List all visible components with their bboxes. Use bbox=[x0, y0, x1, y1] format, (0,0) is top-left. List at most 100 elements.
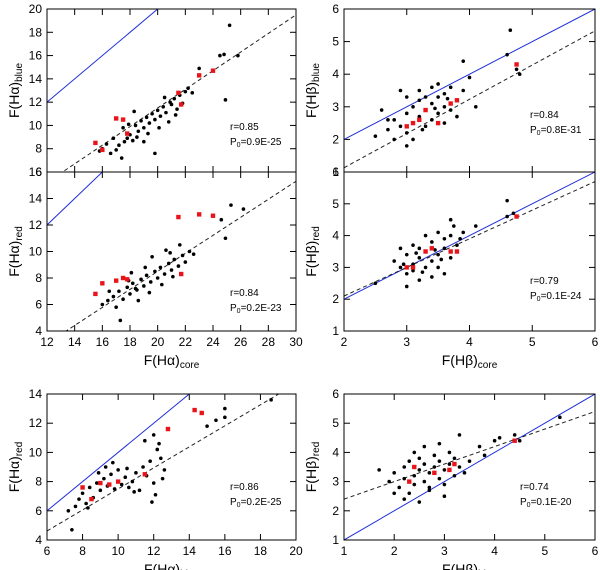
y-tick-label-f: 6 bbox=[332, 387, 339, 401]
data-point-c bbox=[129, 270, 134, 275]
data-point-f bbox=[442, 494, 447, 499]
y-tick-label-e: 4 bbox=[35, 533, 42, 547]
data-point-e bbox=[123, 475, 128, 480]
r-value-c: r=0.84 bbox=[230, 288, 259, 299]
data-point-e bbox=[112, 487, 117, 491]
data-point-a bbox=[130, 138, 135, 143]
data-point-d bbox=[436, 265, 440, 270]
red-point-f bbox=[407, 479, 412, 484]
data-point-b bbox=[398, 124, 403, 129]
data-point-b bbox=[430, 118, 434, 122]
y-tick-label-d: 4 bbox=[332, 229, 339, 243]
data-point-a bbox=[111, 136, 116, 141]
red-point-e bbox=[80, 485, 85, 490]
panel-f: 1 2 3 4 5 6 1 2 3 4 5 6 r=0.74 P0=0.1E-20 F(Hβ)red F(Hβ… bbox=[303, 387, 599, 570]
data-point-c bbox=[187, 249, 192, 254]
data-point-f bbox=[467, 459, 472, 463]
red-point-f bbox=[447, 467, 452, 473]
data-point-f bbox=[417, 468, 422, 472]
data-point-f bbox=[422, 444, 427, 449]
data-point-a bbox=[133, 123, 138, 128]
y-tick-label-b: 2 bbox=[332, 132, 339, 146]
red-point-d bbox=[423, 249, 428, 254]
p-value-e: P0=0.2E-25 bbox=[230, 497, 282, 509]
data-point-c bbox=[155, 276, 160, 280]
data-point-e bbox=[155, 447, 160, 452]
data-point-f bbox=[402, 497, 407, 501]
data-point-c bbox=[100, 302, 105, 307]
data-point-d bbox=[433, 248, 437, 252]
y-tick-label-a: 20 bbox=[29, 2, 43, 16]
data-point-b bbox=[442, 121, 447, 125]
x-tick-label-c: 30 bbox=[289, 335, 303, 349]
x-tick-label-e: 16 bbox=[218, 544, 232, 558]
y-tick-label-a: 14 bbox=[29, 72, 43, 86]
data-point-a bbox=[104, 142, 109, 146]
data-point-c bbox=[125, 285, 130, 290]
data-point-f bbox=[402, 476, 407, 481]
data-point-c bbox=[148, 280, 153, 284]
data-point-f bbox=[457, 433, 462, 437]
data-point-c bbox=[144, 273, 149, 278]
red-point-b bbox=[435, 120, 441, 126]
data-point-c bbox=[223, 236, 228, 241]
data-point-e bbox=[151, 481, 156, 485]
data-point-a bbox=[236, 53, 240, 58]
data-point-f bbox=[492, 438, 497, 443]
y-tick-label-e: 8 bbox=[35, 475, 42, 489]
data-point-f bbox=[377, 468, 381, 472]
plot-frame-c bbox=[46, 171, 297, 332]
data-point-b bbox=[436, 95, 440, 99]
data-point-e bbox=[151, 433, 156, 437]
data-point-b bbox=[442, 105, 447, 109]
red-point-f bbox=[452, 461, 457, 467]
y-tick-label-c: 6 bbox=[35, 298, 42, 312]
data-point-b bbox=[433, 106, 437, 111]
x-tick-label-c: 24 bbox=[206, 335, 220, 349]
plot-frame-d bbox=[343, 171, 596, 332]
x-tick-label-c: 18 bbox=[123, 335, 137, 349]
data-point-a bbox=[114, 148, 118, 152]
data-point-e bbox=[127, 485, 131, 490]
data-point-d bbox=[448, 256, 453, 260]
data-point-a bbox=[197, 66, 201, 71]
data-point-f bbox=[517, 438, 522, 443]
r-value-d: r=0.79 bbox=[530, 276, 559, 287]
fit-line-e bbox=[47, 394, 280, 532]
r-value-a: r=0.85 bbox=[230, 122, 259, 133]
data-point-f bbox=[462, 471, 467, 475]
data-point-f bbox=[387, 479, 391, 484]
x-tick-label-c: 14 bbox=[68, 335, 82, 349]
data-point-c bbox=[111, 294, 116, 299]
data-point-b bbox=[373, 134, 378, 138]
data-point-b bbox=[392, 137, 397, 142]
x-axis-label-f: F(Hβ)blue bbox=[442, 561, 497, 570]
data-point-d bbox=[398, 265, 403, 270]
data-point-d bbox=[442, 271, 447, 276]
data-point-e bbox=[96, 471, 101, 475]
data-point-f bbox=[452, 456, 457, 461]
data-point-e bbox=[160, 476, 165, 481]
x-tick-label-f: 1 bbox=[341, 544, 348, 558]
x-tick-label-d: 3 bbox=[403, 335, 410, 349]
y-tick-label-b: 3 bbox=[332, 100, 339, 114]
data-point-a bbox=[132, 109, 136, 114]
data-point-f bbox=[412, 473, 417, 478]
data-point-d bbox=[404, 252, 409, 257]
data-point-c bbox=[180, 253, 185, 258]
data-point-d bbox=[461, 230, 466, 235]
data-point-f bbox=[437, 476, 442, 481]
red-point-f bbox=[512, 438, 517, 443]
y-tick-label-c: 10 bbox=[29, 245, 43, 259]
y-tick-label-b: 4 bbox=[332, 67, 339, 81]
data-point-c bbox=[171, 274, 175, 279]
data-point-b bbox=[505, 52, 509, 57]
data-point-a bbox=[158, 114, 163, 118]
red-point-e bbox=[165, 426, 171, 432]
red-point-a bbox=[120, 117, 126, 122]
p-value-c: P0=0.2E-23 bbox=[230, 303, 282, 315]
data-point-f bbox=[412, 450, 417, 455]
data-point-c bbox=[130, 281, 135, 286]
data-point-c bbox=[147, 290, 152, 295]
